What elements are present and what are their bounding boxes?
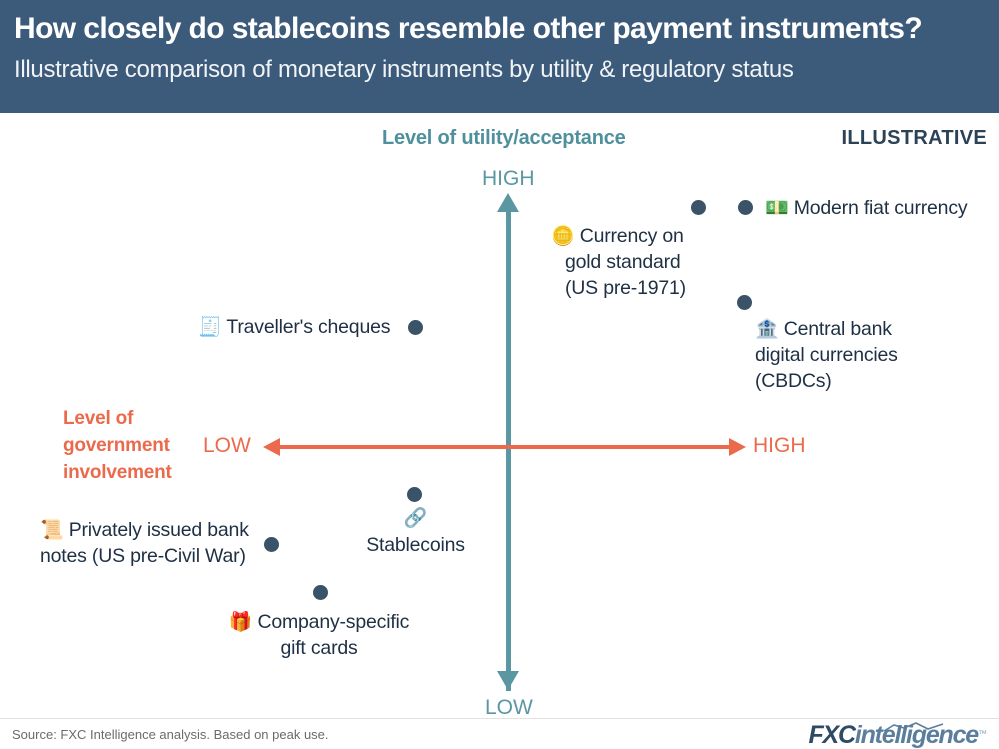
axis-arrow-up-icon: [497, 193, 519, 212]
data-point-gold-standard[interactable]: [691, 200, 706, 215]
label-travellers-cheques-text: Traveller's cheques: [226, 316, 391, 338]
horizontal-axis-low-label: LOW: [203, 434, 251, 457]
data-point-travellers-cheques[interactable]: [408, 320, 423, 335]
logo-trademark: ™: [978, 728, 987, 739]
data-point-cbdc[interactable]: [737, 295, 752, 310]
link-emoji-icon: 🔗: [403, 508, 428, 529]
logo-sparkline-icon: [884, 722, 944, 732]
label-travellers-cheques: 🧾 Traveller's cheques: [198, 314, 390, 340]
scroll-emoji-icon: 📜: [40, 520, 64, 541]
label-gift-cards-text-1: Company-specific: [257, 611, 410, 633]
logo-text-intelligence: intelligence: [854, 721, 979, 749]
label-cbdc-line-1: 🏦 Central bank: [755, 316, 898, 342]
label-stablecoins-text: Stablecoins: [366, 534, 465, 556]
data-point-private-bank-notes[interactable]: [264, 537, 279, 552]
vertical-axis-low-label: LOW: [485, 696, 533, 719]
label-private-bank-notes-line-1: 📜 Privately issued bank: [40, 517, 249, 543]
label-gift-cards-line-2: gift cards: [280, 637, 358, 659]
axis-arrow-down-icon: [497, 671, 519, 690]
label-modern-fiat: 💵 Modern fiat currency: [765, 195, 968, 221]
horizontal-axis-line: [278, 445, 738, 449]
label-gold-standard-line-2: gold standard: [565, 251, 681, 273]
classical-building-emoji-icon: 🏦: [755, 319, 779, 340]
page-subtitle: Illustrative comparison of monetary inst…: [14, 56, 794, 83]
axis-arrow-right-icon: [729, 438, 746, 456]
label-cbdc: 🏦 Central bank digital currencies (CBDCs…: [755, 316, 898, 394]
label-stablecoins: 🔗 Stablecoins: [363, 509, 468, 558]
label-gold-standard-line-3: (US pre-1971): [565, 277, 686, 299]
gold-coin-emoji-icon: 🪙: [551, 226, 575, 247]
illustrative-badge: ILLUSTRATIVE: [841, 127, 987, 149]
header-banner: How closely do stablecoins resemble othe…: [0, 0, 999, 113]
horizontal-axis-high-label: HIGH: [753, 434, 806, 457]
label-gold-standard-text-1: Currency on: [579, 225, 684, 247]
data-point-stablecoins[interactable]: [407, 487, 422, 502]
label-gift-cards: 🎁 Company-specific gift cards: [219, 609, 419, 661]
label-cbdc-text-1: Central bank: [783, 318, 892, 340]
gift-emoji-icon: 🎁: [228, 612, 253, 633]
receipt-emoji-icon: 🧾: [198, 317, 222, 338]
horizontal-axis-title: Level of government involvement: [63, 405, 203, 486]
axis-arrow-left-icon: [263, 438, 280, 456]
label-cbdc-line-2: digital currencies: [755, 344, 898, 366]
data-point-gift-cards[interactable]: [313, 585, 328, 600]
scatter-plot-area: Level of utility/acceptance ILLUSTRATIVE…: [0, 113, 999, 719]
horizontal-axis-title-line-1: Level of: [63, 408, 134, 429]
horizontal-axis-title-line-2: government: [63, 435, 170, 456]
label-private-bank-notes-line-2: notes (US pre-Civil War): [40, 545, 246, 567]
source-note: Source: FXC Intelligence analysis. Based…: [12, 727, 329, 742]
label-private-bank-notes-text-1: Privately issued bank: [68, 519, 249, 541]
fxc-intelligence-logo: FXCintelligence™: [808, 721, 987, 749]
label-modern-fiat-text: Modern fiat currency: [793, 197, 968, 219]
footer-bar: Source: FXC Intelligence analysis. Based…: [0, 718, 999, 749]
label-gold-standard-line-1: 🪙 Currency on: [551, 223, 686, 249]
vertical-axis-title: Level of utility/acceptance: [382, 127, 626, 149]
horizontal-axis-title-line-3: involvement: [63, 462, 172, 483]
vertical-axis-line: [506, 208, 511, 691]
label-gold-standard: 🪙 Currency on gold standard (US pre-1971…: [551, 223, 686, 301]
label-cbdc-line-3: (CBDCs): [755, 370, 832, 392]
vertical-axis-high-label: HIGH: [482, 167, 535, 190]
data-point-modern-fiat[interactable]: [738, 200, 753, 215]
label-private-bank-notes: 📜 Privately issued bank notes (US pre-Ci…: [40, 517, 249, 569]
page-title: How closely do stablecoins resemble othe…: [14, 12, 923, 45]
label-gift-cards-line-1: 🎁 Company-specific: [219, 609, 419, 635]
logo-text-fxc: FXC: [808, 721, 856, 749]
banknote-emoji-icon: 💵: [765, 198, 789, 219]
